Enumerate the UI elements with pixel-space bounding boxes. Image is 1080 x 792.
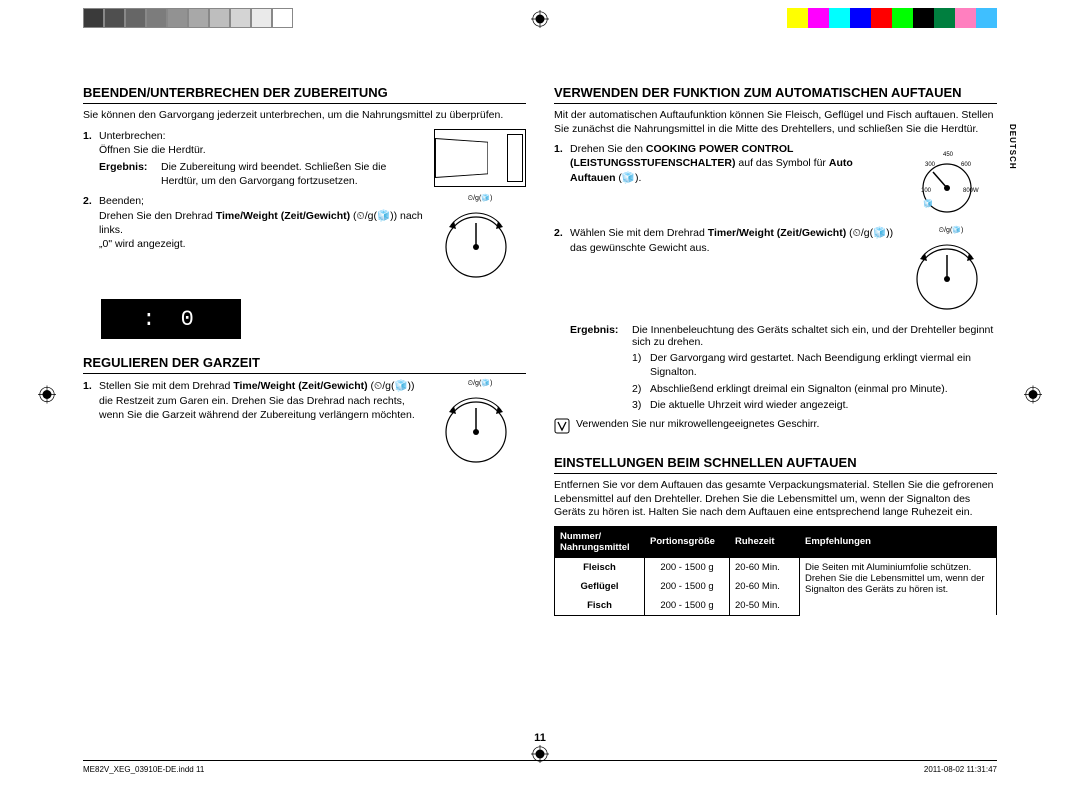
svg-text:100: 100 (921, 188, 932, 194)
registration-mark-left (38, 386, 56, 407)
page-content: BEENDEN/UNTERBRECHEN DER ZUBEREITUNG Sie… (83, 85, 997, 713)
step-1-power: 1. Drehen Sie den COOKING POWER CONTROL … (554, 142, 895, 185)
page-number: 11 (534, 732, 546, 744)
timer-weight-icon: ⏲/g(🧊) (374, 379, 411, 393)
result-text: Die Innenbeleuchtung des Geräts schaltet… (632, 324, 997, 348)
footer-file: ME82V_XEG_03910E-DE.indd 11 (83, 765, 204, 774)
step-1-interrupt: 1. Unterbrechen: Öffnen Sie die Herdtür.… (83, 129, 424, 189)
section-title-regulate: REGULIEREN DER GARZEIT (83, 355, 526, 374)
svg-text:800W: 800W (963, 188, 979, 194)
timer-weight-icon: ⏲/g(🧊) (357, 209, 394, 223)
timer-dial-figure-3: ⏲/g(🧊) (905, 226, 997, 321)
th-food: Nummer/ Nahrungsmittel (555, 526, 645, 557)
left-column: BEENDEN/UNTERBRECHEN DER ZUBEREITUNG Sie… (83, 85, 526, 713)
section-title-auto-defrost: VERWENDEN DER FUNKTION ZUM AUTOMATISCHEN… (554, 85, 997, 104)
timer-weight-icon: ⏲/g(🧊) (853, 226, 890, 240)
note-microwave-safe: Verwenden Sie nur mikrowellengeeignetes … (554, 418, 997, 437)
sub-step-2: 2)Abschließend erklingt dreimal ein Sign… (632, 382, 997, 396)
power-dial-figure: 100 300 450 600 800W 🧊 (905, 142, 997, 226)
print-footer: ME82V_XEG_03910E-DE.indd 11 2011-08-02 1… (83, 760, 997, 774)
step-1-regulate: 1. Stellen Sie mit dem Drehrad Time/Weig… (83, 379, 424, 422)
language-tab: DEUTSCH (1007, 120, 1018, 174)
intro-stop: Sie können den Garvorgang jederzeit unte… (83, 109, 526, 123)
th-rest: Ruhezeit (730, 526, 800, 557)
result-label: Ergebnis: (570, 324, 632, 348)
microwave-oven-figure (434, 129, 526, 195)
section-title-stop: BEENDEN/UNTERBRECHEN DER ZUBEREITUNG (83, 85, 526, 104)
svg-text:🧊: 🧊 (923, 198, 933, 208)
sub-step-1: 1)Der Garvorgang wird gestartet. Nach Be… (632, 351, 997, 379)
svg-text:300: 300 (925, 162, 936, 168)
step-2-stop: 2. Beenden; Drehen Sie den Drehrad Time/… (83, 194, 424, 251)
right-column: VERWENDEN DER FUNKTION ZUM AUTOMATISCHEN… (554, 85, 997, 713)
defrost-table: Nummer/ Nahrungsmittel Portionsgröße Ruh… (554, 526, 997, 616)
step-2-weight: 2. Wählen Sie mit dem Drehrad Timer/Weig… (554, 226, 895, 254)
footer-timestamp: 2011-08-02 11:31:47 (924, 765, 997, 774)
registration-mark-right (1024, 386, 1042, 407)
result-text: Die Zubereitung wird beendet. Schließen … (161, 160, 424, 188)
th-portion: Portionsgröße (645, 526, 730, 557)
th-tip: Empfehlungen (800, 526, 997, 557)
timer-dial-figure-2: ⏲/g(🧊) (434, 379, 526, 474)
timer-dial-figure: ⏲/g(🧊) (434, 194, 526, 289)
intro-quick-defrost: Entfernen Sie vor dem Auftauen das gesam… (554, 479, 997, 520)
intro-auto-defrost: Mit der automatischen Auftaufunktion kön… (554, 109, 997, 136)
section-title-quick-defrost: EINSTELLUNGEN BEIM SCHNELLEN AUFTAUEN (554, 455, 997, 474)
table-row: Fleisch200 - 1500 g20-60 Min.Die Seiten … (555, 557, 997, 577)
svg-text:450: 450 (943, 152, 954, 158)
sub-step-3: 3)Die aktuelle Uhrzeit wird wieder angez… (632, 398, 997, 412)
note-icon (554, 418, 570, 437)
digital-display: : 0 (101, 299, 241, 339)
result-label: Ergebnis: (99, 160, 161, 188)
registration-mark-top (531, 10, 549, 31)
svg-text:600: 600 (961, 162, 972, 168)
